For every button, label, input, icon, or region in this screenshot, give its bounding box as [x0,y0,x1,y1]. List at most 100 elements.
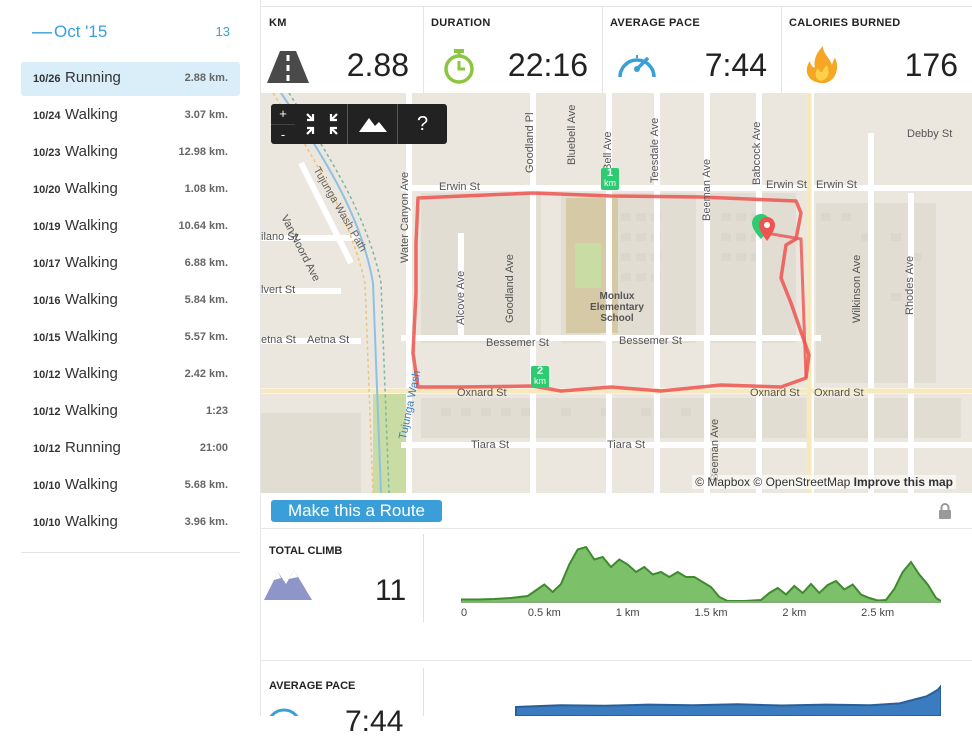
stat-value: 7:44 [704,47,767,83]
street-label: Babcock Ave [751,121,763,185]
activity-type: Walking [65,106,118,123]
road-icon [267,51,309,83]
lock-icon[interactable] [936,502,954,520]
activity-row[interactable]: 10/17 Walking 6.88 km. [21,247,240,281]
activity-row[interactable]: 10/10 Walking 5.68 km. [21,469,240,503]
month-group-header[interactable]: — Oct '15 13 [32,22,230,44]
activity-row[interactable]: 10/12 Running 21:00 [21,432,240,466]
month-label[interactable]: Oct '15 [54,22,108,41]
stat-value: 22:16 [507,47,588,83]
x-tick-label: 0.5 km [528,607,561,619]
activity-row[interactable]: 10/16 Walking 5.84 km. [21,284,240,318]
activity-type: Walking [65,476,118,493]
activity-row[interactable]: 10/15 Walking 5.57 km. [21,321,240,355]
activity-type: Walking [65,217,118,234]
activity-value: 6.88 km. [184,257,228,269]
x-tick-label: 2 km [782,607,806,619]
x-tick-label: 1 km [616,607,640,619]
street-label: Tujunga Wash Path [310,165,369,254]
activity-row[interactable]: 10/12 Walking 2.42 km. [21,358,240,392]
street-label: Bell Ave [602,131,614,171]
activity-date: 10/12 [33,406,61,418]
street-label: Rhodes Ave [904,255,916,315]
activity-type: Walking [65,254,118,271]
sidebar-divider [21,552,240,553]
activity-date: 10/15 [33,332,61,344]
activity-date: 10/10 [33,517,61,529]
activity-row[interactable]: 10/23 Walking 12.98 km. [21,136,240,170]
activity-value: 5.84 km. [184,294,228,306]
attribution-osm-link[interactable]: © OpenStreetMap [753,475,851,489]
street-label: Tiara St [607,439,646,451]
stat-value: 2.88 [346,47,409,83]
month-activity-count: 13 [215,24,230,39]
activity-value: 2.88 km. [184,72,228,84]
street-label: Erwin St [766,179,807,191]
improve-map-link[interactable]: Improve this map [853,475,953,489]
stat-label: DURATION [431,17,491,29]
route-map[interactable]: Erwin St Erwin St Erwin St Bessemer St B… [261,93,972,493]
street-label: Bluebell Ave [566,104,578,165]
km-marker-unit: km [534,376,546,386]
activity-row[interactable]: 10/19 Walking 10.64 km. [21,210,240,244]
x-tick-label: 0 [461,607,467,619]
stat-pace: AVERAGE PACE 7:44 [602,7,782,93]
activity-row[interactable]: 10/20 Walking 1.08 km. [21,173,240,207]
street-label: Tiara St [471,439,510,451]
street-label: ilano St [261,231,298,243]
activity-detail: KM 2.88 DURATION 22:16 AVERAGE PACE [261,0,972,737]
collapse-icon[interactable]: — [32,21,52,43]
chart-area-series [515,684,941,716]
section-divider [261,528,972,529]
school-label: Monlux Elementary School [590,291,644,324]
street-label: Goodland Pl [524,112,536,173]
start-pin-icon[interactable] [751,213,781,247]
chart-area-series [461,545,941,603]
activity-row[interactable]: 10/10 Walking 3.96 km. [21,506,240,540]
km-marker-1[interactable]: 1 km [601,168,619,190]
street-label: lvert St [261,284,296,296]
activity-date: 10/16 [33,295,61,307]
street-label: Bessemer St [486,337,549,349]
pace-chart [515,684,941,716]
activity-value: 21:00 [199,442,228,454]
fullscreen-icon[interactable] [304,112,340,136]
make-route-button[interactable]: Make this a Route [271,500,442,522]
activity-type: Walking [65,143,118,160]
map-canvas[interactable] [261,93,972,493]
street-label: Oxnard St [457,387,507,399]
activity-row[interactable]: 10/12 Walking 1:23 [21,395,240,429]
map-help-button[interactable]: ? [416,113,429,135]
activity-value: 1.08 km. [184,183,228,195]
panel-divider [423,534,424,622]
terrain-icon[interactable] [357,114,389,134]
activity-date: 10/12 [33,369,61,381]
stat-label: AVERAGE PACE [610,17,700,29]
activity-type: Running [65,439,121,456]
street-label: Erwin St [816,179,857,191]
activity-value: 1:23 [205,405,228,417]
activity-row[interactable]: 10/24 Walking 3.07 km. [21,99,240,133]
map-attribution: © Mapbox © OpenStreetMap Improve this ma… [692,475,956,489]
street-label: Bessemer St [619,335,682,347]
activity-date: 10/17 [33,258,61,270]
activity-row[interactable]: 10/26 Running 2.88 km. [21,62,240,96]
activity-sidebar: — Oct '15 13 10/26 Running 2.88 km. 10/24 Wa… [0,0,261,716]
climb-value: 11 [375,574,407,607]
street-label: Goodland Ave [504,254,516,323]
x-tick-label: 2.5 km [861,607,894,619]
attribution-mapbox-link[interactable]: © Mapbox [695,475,751,489]
activity-date: 10/24 [33,110,61,122]
km-marker-number: 2 [536,365,544,377]
zoom-out-button[interactable]: - [271,124,295,145]
stat-label: CALORIES BURNED [789,17,901,29]
street-label: Beeman Ave [701,158,713,221]
km-marker-2[interactable]: 2 km [531,366,549,388]
km-marker-unit: km [604,178,616,188]
map-controls: + - ? [271,104,447,144]
activity-value: 3.96 km. [184,516,228,528]
zoom-in-button[interactable]: + [279,106,287,121]
street-label: Erwin St [439,181,480,193]
street-label: Beeman Ave [709,418,721,481]
activity-date: 10/26 [33,73,61,85]
